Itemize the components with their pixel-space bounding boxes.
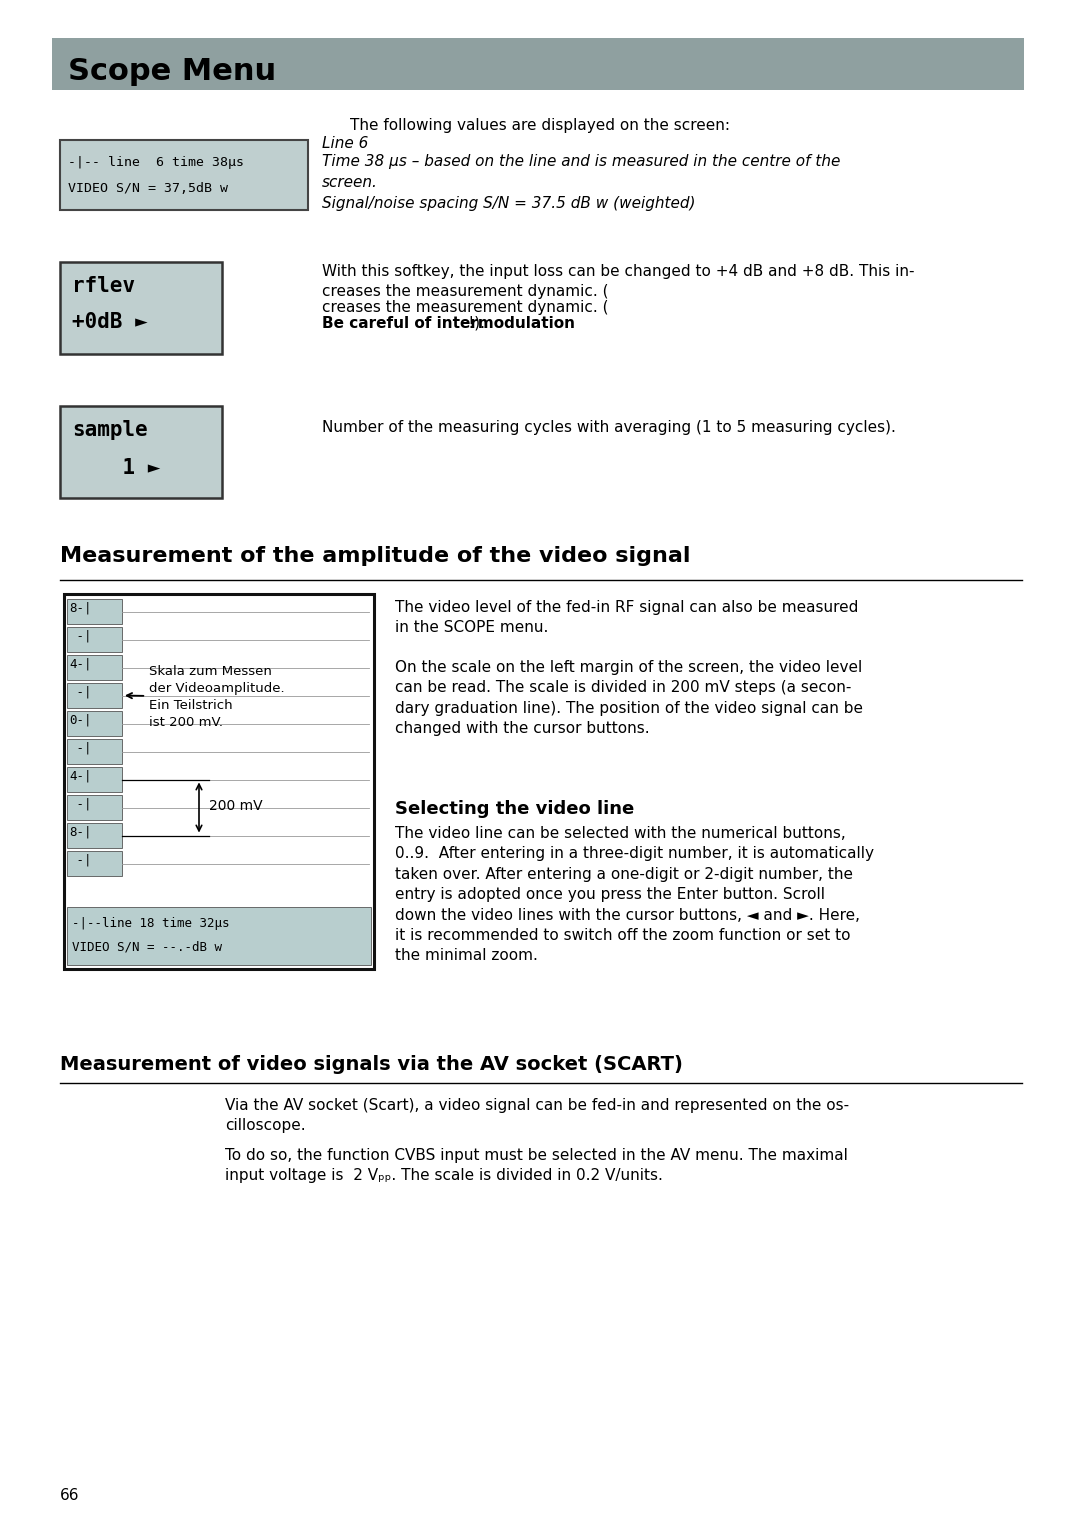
- Bar: [67, 824, 122, 848]
- Bar: [67, 851, 122, 876]
- Bar: [60, 406, 222, 498]
- Text: sample: sample: [72, 420, 148, 440]
- Text: Skala zum Messen
der Videoamplitude.
Ein Teilstrich
ist 200 mV.: Skala zum Messen der Videoamplitude. Ein…: [126, 665, 285, 729]
- Bar: [67, 683, 122, 707]
- Bar: [67, 740, 122, 764]
- Text: Via the AV socket (Scart), a video signal can be fed-in and represented on the o: Via the AV socket (Scart), a video signa…: [225, 1099, 849, 1134]
- Text: 4-|: 4-|: [69, 659, 92, 671]
- Text: -|: -|: [69, 798, 92, 811]
- Bar: [67, 599, 122, 623]
- Text: The video level of the fed-in RF signal can also be measured
in the SCOPE menu.: The video level of the fed-in RF signal …: [395, 601, 859, 636]
- Text: On the scale on the left margin of the screen, the video level
can be read. The : On the scale on the left margin of the s…: [395, 660, 863, 736]
- Text: Scope Menu: Scope Menu: [68, 58, 276, 87]
- Text: Measurement of video signals via the AV socket (SCART): Measurement of video signals via the AV …: [60, 1054, 683, 1074]
- Text: -|: -|: [69, 630, 92, 643]
- Text: Line 6: Line 6: [322, 136, 368, 151]
- Text: rflev: rflev: [72, 277, 135, 296]
- Text: With this softkey, the input loss can be changed to +4 dB and +8 dB. This in-
cr: With this softkey, the input loss can be…: [322, 264, 915, 299]
- Bar: [60, 141, 308, 209]
- Text: Selecting the video line: Selecting the video line: [395, 801, 634, 817]
- Text: 0-|: 0-|: [69, 714, 92, 727]
- Text: To do so, the function CVBS input must be selected in the AV menu. The maximal
i: To do so, the function CVBS input must b…: [225, 1148, 848, 1183]
- Bar: [67, 656, 122, 680]
- Bar: [52, 38, 1024, 90]
- Text: 66: 66: [60, 1488, 80, 1504]
- Text: -|: -|: [69, 743, 92, 755]
- Text: Be careful of intermodulation: Be careful of intermodulation: [322, 316, 575, 332]
- Bar: [60, 261, 222, 354]
- Text: -|--line 18 time 32µs: -|--line 18 time 32µs: [72, 917, 229, 931]
- Text: 8-|: 8-|: [69, 602, 92, 614]
- Text: 1 ►: 1 ►: [72, 458, 160, 478]
- Text: The video line can be selected with the numerical buttons,
0..9.  After entering: The video line can be selected with the …: [395, 827, 874, 963]
- Text: 4-|: 4-|: [69, 770, 92, 782]
- Bar: [67, 626, 122, 652]
- Text: !).: !).: [322, 316, 485, 332]
- Text: The following values are displayed on the screen:: The following values are displayed on th…: [350, 118, 730, 133]
- Text: 8-|: 8-|: [69, 827, 92, 839]
- Bar: [67, 908, 372, 966]
- Text: Time 38 µs – based on the line and is measured in the centre of the
screen.
Sign: Time 38 µs – based on the line and is me…: [322, 154, 840, 211]
- Bar: [64, 594, 374, 969]
- Bar: [67, 711, 122, 736]
- Text: creases the measurement dynamic. (: creases the measurement dynamic. (: [322, 299, 608, 315]
- Text: +0dB ►: +0dB ►: [72, 312, 148, 332]
- Text: VIDEO S/N = --.-dB w: VIDEO S/N = --.-dB w: [72, 941, 222, 953]
- Text: Measurement of the amplitude of the video signal: Measurement of the amplitude of the vide…: [60, 545, 690, 565]
- Bar: [67, 795, 122, 821]
- Text: -|: -|: [69, 854, 92, 866]
- Bar: [67, 767, 122, 792]
- Text: VIDEO S/N = 37,5dB w: VIDEO S/N = 37,5dB w: [68, 182, 228, 196]
- Text: 200 mV: 200 mV: [210, 799, 262, 813]
- Text: -|: -|: [69, 686, 92, 698]
- Text: -|-- line  6 time 38µs: -|-- line 6 time 38µs: [68, 156, 244, 170]
- Text: Number of the measuring cycles with averaging (1 to 5 measuring cycles).: Number of the measuring cycles with aver…: [322, 420, 896, 435]
